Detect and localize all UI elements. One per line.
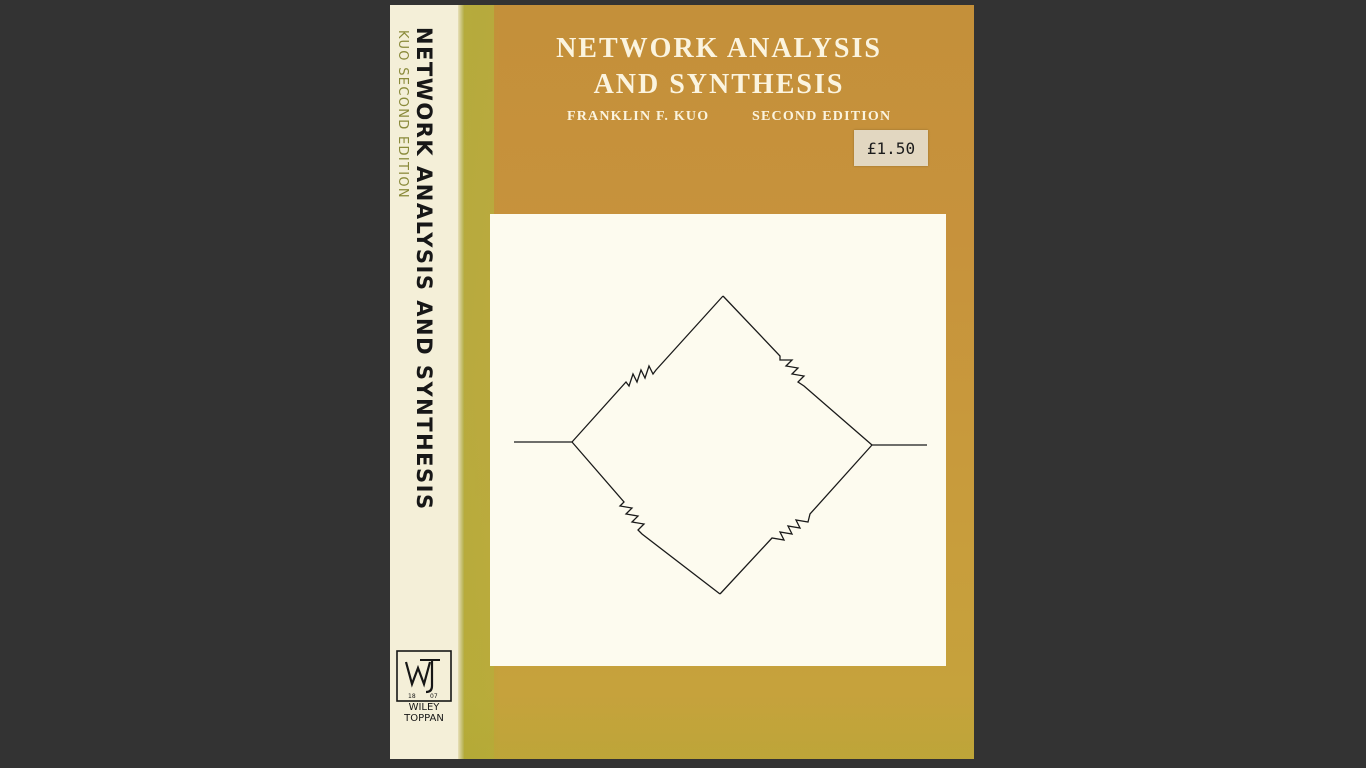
- cover-title-line-1: NETWORK ANALYSIS: [556, 33, 882, 64]
- publisher-line-2: TOPPAN: [404, 713, 444, 724]
- cover-author: FRANKLIN F. KUO: [567, 109, 710, 124]
- logo-year-left: 18: [408, 693, 416, 700]
- book-cover: NETWORK ANALYSIS AND SYNTHESIS KUO SECON…: [390, 5, 974, 759]
- spine-author-edition: KUO SECOND EDITION: [395, 30, 410, 199]
- book-spine: NETWORK ANALYSIS AND SYNTHESIS KUO SECON…: [390, 5, 464, 759]
- illustration-panel: [490, 214, 946, 666]
- cover-title-line-2: AND SYNTHESIS: [593, 69, 845, 100]
- cover-edition: SECOND EDITION: [752, 109, 892, 124]
- publisher-line-1: WILEY: [408, 702, 440, 713]
- front-cover-strip: [464, 5, 494, 759]
- resistor-lower-right: [719, 444, 873, 595]
- resistor-upper-left: [571, 295, 724, 443]
- resistor-upper-right: [722, 295, 873, 446]
- price-sticker: £1.50: [854, 130, 928, 166]
- cover-bottom-band: [464, 695, 974, 759]
- wiley-logo-icon: 18 07: [396, 650, 452, 702]
- resistor-lower-left: [571, 441, 721, 595]
- resistor-bridge-diagram-icon: [514, 295, 927, 595]
- publisher-name: WILEY TOPPAN: [390, 702, 458, 724]
- spine-edge: [458, 5, 464, 759]
- logo-year-right: 07: [430, 693, 438, 700]
- price-label: £1.50: [866, 139, 916, 158]
- spine-title: NETWORK ANALYSIS AND SYNTHESIS: [412, 27, 436, 511]
